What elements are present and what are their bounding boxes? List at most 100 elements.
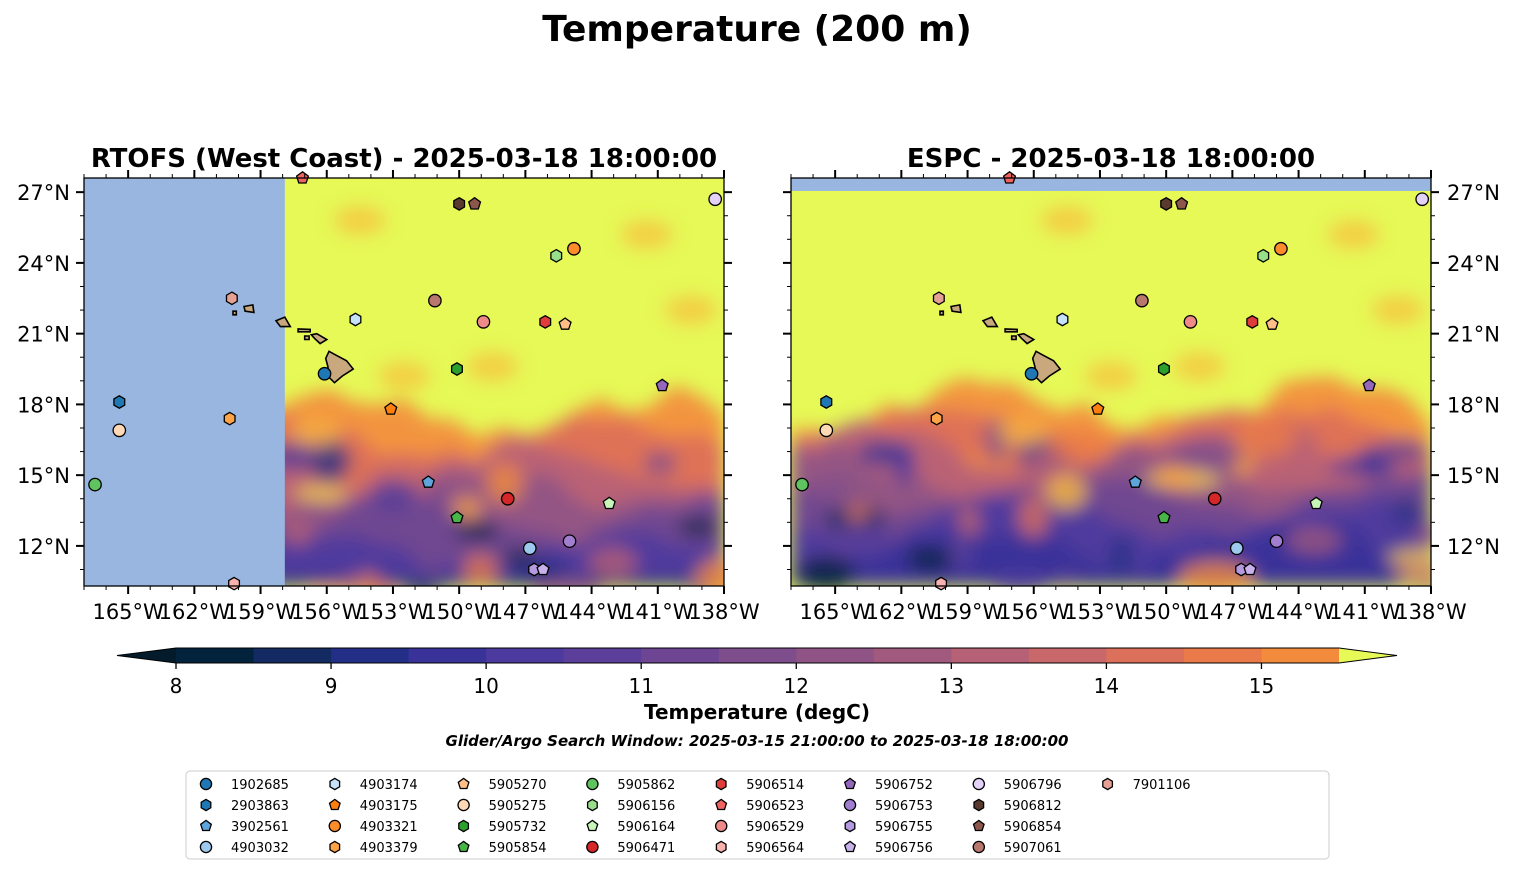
float-marker-5907061: [1135, 293, 1149, 308]
y-tick-label: 18°N: [1447, 393, 1500, 417]
legend-item-5906523: 5906523: [715, 798, 804, 814]
panel-rtofs: RTOFS (West Coast) - 2025-03-18 18:00:00…: [17, 144, 760, 624]
float-marker-4903321: [1274, 241, 1288, 256]
rtofs-islands: [232, 303, 355, 384]
legend-marker-5906471: [586, 840, 599, 854]
rtofs-ticks: 165°W162°W159°W156°W153°W150°W147°W144°W…: [17, 170, 760, 624]
search-window-note: Glider/Argo Search Window: 2025-03-15 21…: [446, 732, 1069, 750]
legend-item-5905862: 5905862: [586, 777, 675, 793]
legend-item-5906529: 5906529: [714, 819, 804, 835]
masked-region: [84, 178, 285, 586]
float-marker-5906514: [1246, 314, 1259, 329]
legend-label: 5906471: [617, 841, 675, 856]
espc-islands: [939, 303, 1062, 384]
legend: 1902685 2903863 3902561 4903032 4903174 49031…: [185, 770, 1330, 860]
colorbar-segment: [1106, 648, 1185, 663]
legend-label: 5906523: [746, 799, 804, 814]
legend-item-4903379: 4903379: [329, 840, 418, 856]
float-marker-5906471: [500, 491, 515, 506]
colorbar-segment: [486, 648, 565, 663]
legend-label: 5906812: [1004, 799, 1062, 814]
legend-label: 4903379: [360, 841, 418, 856]
float-marker-1902685: [1024, 366, 1039, 381]
float-marker-4903175: [384, 402, 398, 415]
legend-item-5906755: 5906755: [844, 819, 933, 835]
masked-region: [791, 178, 1431, 191]
legend-label: 5906753: [875, 799, 933, 814]
legend-marker-5905854: [457, 840, 470, 853]
colorbar-segment: [1028, 648, 1107, 663]
legend-marker-5906755: [844, 819, 856, 833]
x-tick-label: 150°W: [1130, 600, 1202, 624]
y-tick-label: 15°N: [17, 464, 70, 488]
legend-marker-4903174: [329, 777, 341, 791]
colorbar-tick-label: 10: [473, 674, 498, 698]
legend-label: 7901106: [1133, 778, 1191, 793]
legend-label: 4903174: [360, 778, 418, 793]
legend-marker-2903863: [200, 798, 212, 812]
colorbar-tick-label: 12: [784, 674, 809, 698]
x-tick-label: 147°W: [490, 600, 562, 624]
x-tick-label: 165°W: [799, 600, 871, 624]
colorbar-segment: [796, 648, 875, 663]
float-marker-4903379: [223, 411, 236, 426]
x-tick-label: 141°W: [1329, 600, 1401, 624]
legend-label: 4903032: [231, 841, 289, 856]
float-marker-2903863: [113, 395, 126, 409]
legend-item-5906812: 5906812: [973, 798, 1062, 814]
colorbar-tick-label: 14: [1094, 674, 1119, 698]
legend-label: 5905275: [489, 799, 547, 814]
legend-label: 5907061: [1004, 841, 1062, 856]
float-marker-4903032: [522, 541, 537, 556]
legend-label: 5906854: [1004, 820, 1062, 835]
float-marker-4903174: [349, 312, 362, 327]
float-marker-5905854: [450, 510, 464, 524]
float-marker-5906564: [228, 576, 241, 591]
float-marker-5905732: [1157, 362, 1170, 376]
colorbar-label: Temperature (degC): [644, 700, 870, 724]
x-tick-label: 153°W: [1064, 600, 1136, 624]
float-marker-5905275: [112, 423, 127, 438]
colorbar-extend-low: [117, 648, 176, 663]
figure-title: Temperature (200 m): [542, 9, 972, 50]
legend-item-5906756: 5906756: [843, 840, 933, 856]
island-kauai: [243, 303, 255, 314]
colorbar-segment: [641, 648, 720, 663]
x-tick-label: 156°W: [998, 600, 1070, 624]
panel-title-espc: ESPC - 2025-03-18 18:00:00: [907, 144, 1315, 174]
float-marker-5906471: [1207, 491, 1222, 506]
legend-item-5906854: 5906854: [972, 819, 1062, 835]
legend-item-5905275: 5905275: [457, 798, 547, 814]
colorbar-tick-label: 9: [325, 674, 338, 698]
legend-marker-5906514: [715, 777, 727, 791]
colorbar-segment: [718, 648, 797, 663]
colorbar: 8 9 10 11 12 13 14 15: [116, 647, 1398, 698]
y-tick-label: 27°N: [17, 181, 70, 205]
float-marker-5905862: [88, 477, 102, 492]
float-marker-5906156: [1257, 248, 1270, 263]
island-hawaii: [324, 350, 355, 384]
float-marker-5906796: [1415, 192, 1430, 207]
float-marker-1902685: [317, 366, 332, 381]
island-maui: [1016, 332, 1036, 345]
legend-marker-5906164: [586, 819, 599, 832]
float-marker-4903321: [567, 241, 581, 256]
legend-item-5905732: 5905732: [458, 819, 547, 835]
island-molokai: [1004, 328, 1019, 333]
legend-label: 3902561: [231, 820, 289, 835]
y-tick-label: 12°N: [17, 535, 70, 559]
legend-marker-5906753: [843, 798, 857, 812]
legend-marker-5905732: [458, 819, 470, 833]
float-marker-5906756: [1243, 562, 1257, 576]
colorbar-tick-label: 13: [939, 674, 964, 698]
colorbar-extend-high: [1339, 648, 1397, 663]
float-marker-5906752: [655, 378, 669, 392]
float-marker-5906164: [602, 496, 616, 510]
x-tick-label: 144°W: [556, 600, 628, 624]
legend-marker-5906529: [714, 819, 728, 833]
y-tick-label: 24°N: [17, 252, 70, 276]
legend-item-5906564: 5906564: [715, 840, 804, 856]
x-tick-label: 156°W: [291, 600, 363, 624]
legend-label: 5905270: [489, 778, 547, 793]
